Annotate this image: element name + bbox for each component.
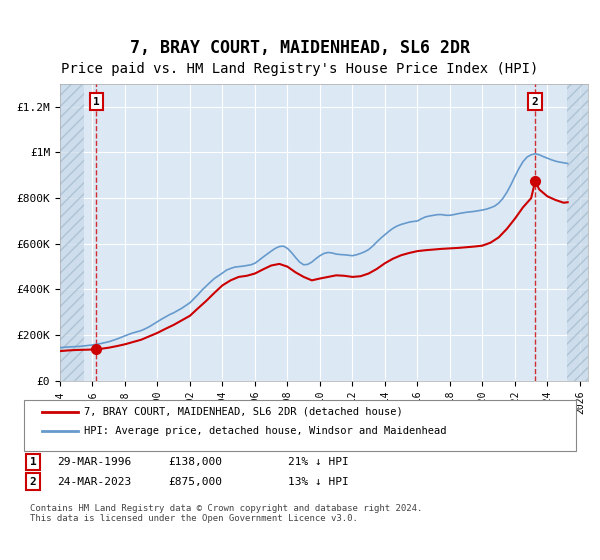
Text: HPI: Average price, detached house, Windsor and Maidenhead: HPI: Average price, detached house, Wind…	[84, 426, 446, 436]
Text: 7, BRAY COURT, MAIDENHEAD, SL6 2DR: 7, BRAY COURT, MAIDENHEAD, SL6 2DR	[130, 39, 470, 57]
Text: £138,000: £138,000	[168, 457, 222, 467]
Text: Price paid vs. HM Land Registry's House Price Index (HPI): Price paid vs. HM Land Registry's House …	[61, 62, 539, 76]
Text: £875,000: £875,000	[168, 477, 222, 487]
Text: 2: 2	[29, 477, 37, 487]
Text: 1: 1	[29, 457, 37, 467]
Text: Contains HM Land Registry data © Crown copyright and database right 2024.
This d: Contains HM Land Registry data © Crown c…	[30, 504, 422, 524]
Text: 2: 2	[532, 97, 538, 107]
Bar	[60, 84, 85, 381]
Text: 13% ↓ HPI: 13% ↓ HPI	[288, 477, 349, 487]
Text: 1: 1	[93, 97, 100, 107]
Text: 7, BRAY COURT, MAIDENHEAD, SL6 2DR (detached house): 7, BRAY COURT, MAIDENHEAD, SL6 2DR (deta…	[84, 407, 403, 417]
Text: 24-MAR-2023: 24-MAR-2023	[57, 477, 131, 487]
Text: 21% ↓ HPI: 21% ↓ HPI	[288, 457, 349, 467]
Bar	[567, 84, 588, 381]
Text: 29-MAR-1996: 29-MAR-1996	[57, 457, 131, 467]
